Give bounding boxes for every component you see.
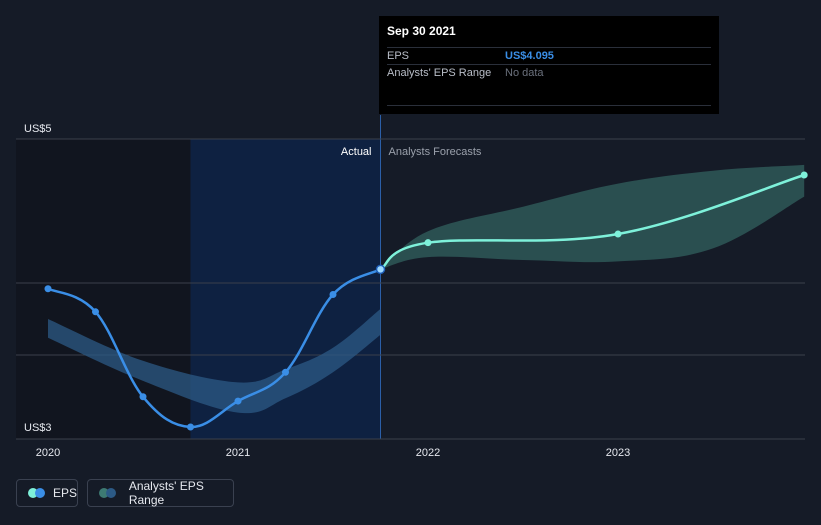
tooltip-row-eps: EPS US$4.095: [387, 47, 711, 65]
eps-point-actual-0: [44, 285, 52, 293]
eps-line-actual: [46, 268, 382, 429]
y-tick-label-bottom: US$3: [24, 422, 52, 434]
gridlines: [16, 138, 805, 440]
eps-point-actual-4: [234, 397, 242, 405]
legend-eps[interactable]: EPS: [16, 479, 78, 507]
eps-point-actual-1: [92, 308, 99, 316]
forecast-label: Analysts Forecasts: [389, 146, 482, 158]
eps-range-band-forecast: [380, 164, 805, 270]
x-tick-label-2021: 2021: [226, 447, 250, 459]
eps-point-forecast-2: [614, 230, 622, 238]
eps-point-actual-3: [187, 423, 194, 431]
x-tick-label-2023: 2023: [606, 447, 630, 459]
legend-eps-label: EPS: [52, 486, 77, 500]
legend-eps-range[interactable]: Analysts' EPS Range: [87, 479, 234, 507]
eps-points: [44, 171, 808, 431]
eps-point-actual-2: [139, 393, 147, 401]
tooltip-eps-value: US$4.095: [505, 50, 554, 62]
tooltip-range-label: Analysts' EPS Range: [387, 67, 492, 79]
eps-point-actual-6: [329, 291, 337, 299]
tooltip-divider: [387, 105, 711, 106]
tooltip-row-range: Analysts' EPS Range No data: [387, 64, 711, 82]
eps-point-actual-7: [375, 264, 386, 275]
tooltip-eps-label: EPS: [387, 50, 410, 62]
past-region: [16, 139, 191, 439]
tooltip-range-value: No data: [505, 67, 544, 79]
eps-point-forecast-3: [800, 171, 808, 179]
eps-range-band-actual: [48, 308, 381, 414]
eps-range-bands: [48, 164, 805, 414]
eps-point-actual-5: [282, 368, 289, 376]
axis-labels: US$5 US$3 2020 2021 2022 2023 Actual Analysts F…: [24, 123, 630, 459]
eps-line-forecast: [379, 173, 806, 271]
eps-legend-icon: [28, 488, 47, 498]
hover-tooltip: Sep 30 2021 EPS US$4.095 Analysts' EPS R…: [379, 16, 719, 114]
shaded-regions: [16, 115, 381, 439]
eps-lines: [46, 173, 806, 429]
x-tick-label-2022: 2022: [416, 447, 440, 459]
legend-eps-range-label: Analysts' EPS Range: [128, 479, 204, 507]
x-tick-label-2020: 2020: [36, 447, 60, 459]
y-tick-label-top: US$5: [24, 123, 52, 135]
eps-point-forecast-1: [424, 239, 432, 247]
actual-label: Actual: [341, 146, 372, 158]
eps-range-legend-icon: [99, 488, 123, 498]
tooltip-date: Sep 30 2021: [387, 24, 456, 38]
